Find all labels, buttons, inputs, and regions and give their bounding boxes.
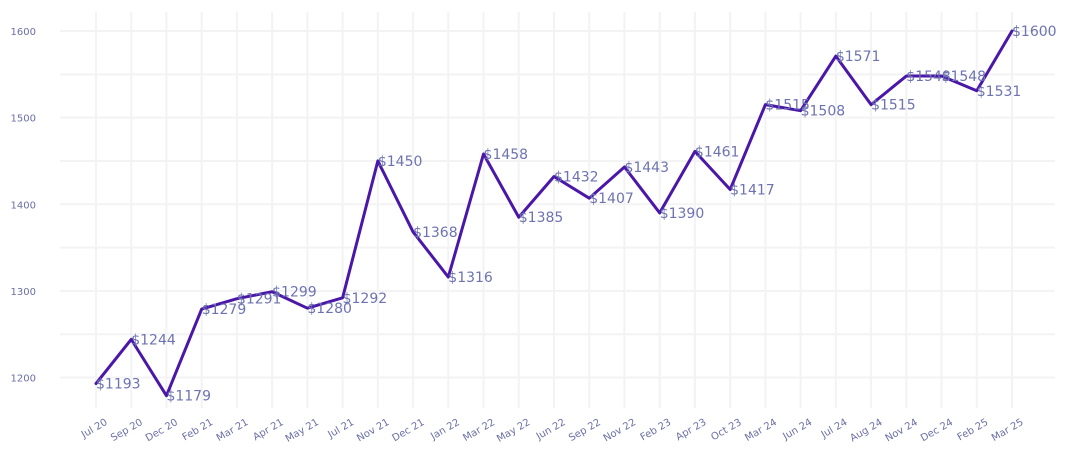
y-tick-label: 1500	[11, 114, 36, 125]
data-label: $1458	[484, 147, 529, 163]
data-label: $1417	[730, 183, 775, 199]
data-label: $1316	[448, 270, 493, 286]
x-tick-label: Sep 22	[567, 417, 603, 444]
x-tick-label: Dec 20	[144, 417, 180, 444]
x-tick-label: Jun 22	[534, 417, 568, 443]
data-label: $1279	[202, 302, 247, 318]
x-tick-label: Feb 25	[956, 417, 991, 443]
x-tick-label: Nov 21	[355, 417, 391, 444]
data-label: $1600	[1012, 24, 1057, 40]
grid	[60, 12, 1055, 408]
x-tick-label: Oct 23	[709, 417, 743, 443]
data-label: $1291	[237, 292, 282, 308]
x-tick-label: Nov 24	[884, 417, 920, 444]
data-label: $1515	[871, 98, 916, 114]
data-label: $1432	[554, 170, 599, 186]
data-label: $1299	[272, 285, 317, 301]
x-tick-label: Mar 25	[990, 417, 1026, 444]
data-label: $1368	[413, 225, 458, 241]
x-tick-label: Nov 22	[602, 417, 638, 444]
data-label: $1407	[589, 191, 634, 207]
x-tick-label: Jul 21	[326, 417, 357, 441]
data-label: $1548	[942, 69, 987, 85]
x-tick-label: Dec 21	[391, 417, 427, 444]
x-tick-label: Apr 21	[251, 417, 285, 443]
x-tick-label: Jan 22	[428, 417, 461, 443]
x-tick-label: May 21	[284, 417, 321, 445]
data-label: $1508	[801, 104, 846, 120]
x-tick-label: Jun 24	[780, 417, 814, 443]
data-label: $1450	[378, 154, 423, 170]
x-tick-label: Feb 21	[181, 417, 216, 443]
data-label: $1385	[519, 210, 564, 226]
x-tick-label: Mar 24	[743, 417, 779, 444]
data-label: $1280	[307, 301, 352, 317]
x-tick-label: Jul 24	[819, 417, 850, 441]
y-tick-label: 1600	[11, 27, 36, 38]
data-label: $1548	[906, 69, 951, 85]
data-label: $1179	[166, 389, 211, 405]
y-axis-ticks: 1200 1300 1400 1500 1600	[11, 27, 36, 385]
x-tick-label: Apr 23	[674, 417, 708, 443]
series-line	[94, 29, 1014, 398]
x-tick-label: Dec 24	[919, 417, 955, 444]
x-tick-label: Jul 20	[79, 417, 110, 441]
data-label: $1571	[836, 49, 881, 65]
data-label: $1461	[695, 144, 740, 160]
x-tick-label: Feb 23	[639, 417, 674, 443]
y-tick-label: 1200	[11, 374, 36, 385]
data-label: $1292	[343, 291, 388, 307]
data-label: $1443	[624, 160, 669, 176]
y-tick-label: 1300	[11, 287, 36, 298]
data-label: $1390	[660, 206, 705, 222]
data-label: $1244	[131, 332, 176, 348]
data-label: $1531	[977, 84, 1022, 100]
x-tick-label: Aug 24	[848, 417, 884, 444]
y-tick-label: 1400	[11, 200, 36, 211]
x-tick-label: Mar 21	[215, 417, 251, 444]
x-tick-label: Sep 20	[109, 417, 145, 444]
x-axis-ticks: Jul 20 Sep 20 Dec 20 Feb 21 Mar 21 Apr 21May …	[79, 417, 1026, 445]
x-tick-label: May 22	[495, 417, 532, 445]
data-label: $1515	[765, 98, 810, 114]
data-labels: $1193 $1244 $1179 $1279$1291$1299$1280$1292…	[96, 24, 1057, 405]
x-tick-label: Mar 22	[461, 417, 497, 444]
series-layer	[94, 29, 1014, 398]
data-label: $1193	[96, 377, 141, 393]
